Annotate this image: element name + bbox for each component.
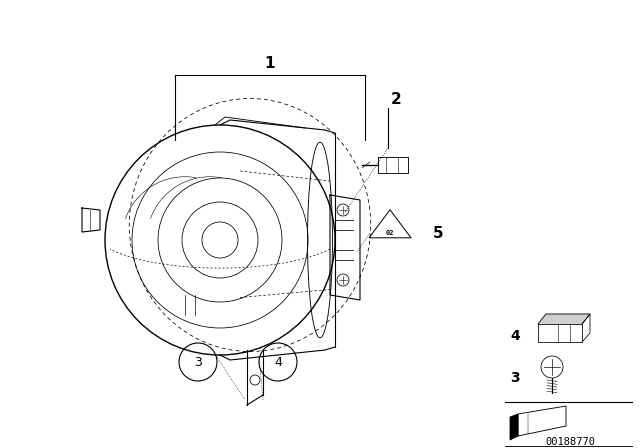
Text: 3: 3 xyxy=(194,356,202,369)
Text: 2: 2 xyxy=(390,92,401,108)
Text: 3: 3 xyxy=(510,371,520,385)
Polygon shape xyxy=(510,414,518,440)
Text: 1: 1 xyxy=(265,56,275,70)
Text: 4: 4 xyxy=(510,329,520,343)
Text: 02: 02 xyxy=(386,230,394,236)
Text: 00188770: 00188770 xyxy=(545,437,595,447)
Text: 4: 4 xyxy=(274,356,282,369)
Polygon shape xyxy=(538,314,590,324)
Text: 5: 5 xyxy=(433,225,444,241)
